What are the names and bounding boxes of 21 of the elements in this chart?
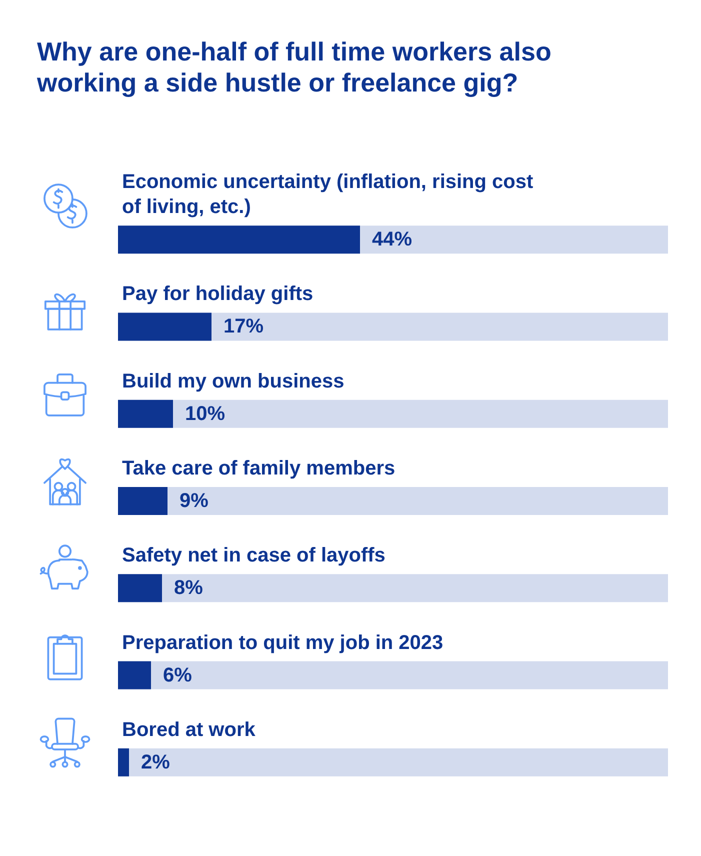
y-tick-label: Preparation to quit my job in 2023 (122, 632, 444, 654)
data-label: 8% (174, 577, 204, 600)
chart-title: Why are one-half of full time workers also working a side hustle or freelance gig? (36, 36, 552, 98)
y-tick-label: Economic uncertainty (inflation, rising cost of living, etc.) (122, 171, 539, 218)
y-tick-label: Build my own business (122, 370, 344, 392)
bar (118, 312, 212, 341)
bar (118, 748, 129, 776)
data-label: 10% (185, 402, 226, 425)
y-tick-label: Bored at work (122, 718, 256, 741)
bar (118, 400, 173, 428)
data-label: 44% (372, 228, 412, 251)
bar (118, 574, 162, 602)
data-label: 2% (141, 751, 170, 774)
data-label: 9% (180, 490, 209, 512)
data-label: 6% (163, 664, 192, 686)
bar (118, 661, 151, 690)
y-tick-label: Safety net in case of layoffs (122, 544, 386, 567)
y-tick-label: Pay for holiday gifts (122, 283, 314, 306)
y-tick-label: Take care of family members (122, 458, 396, 480)
bar (118, 487, 168, 515)
data-label: 17% (224, 316, 264, 338)
